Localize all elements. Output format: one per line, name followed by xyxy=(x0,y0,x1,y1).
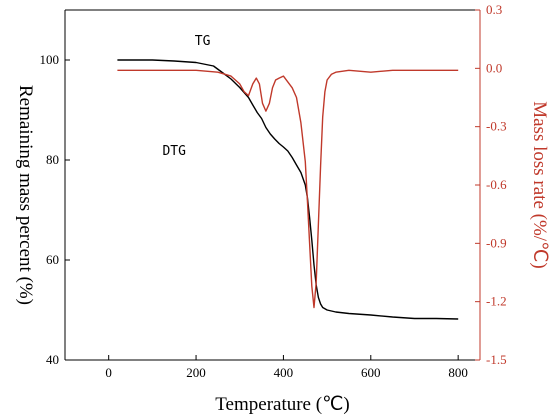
right-tick-label: -0.6 xyxy=(486,177,507,192)
right-tick-label: -1.2 xyxy=(486,294,507,309)
left-tick-label: 80 xyxy=(46,152,59,167)
right-y-axis-title: Mass loss rate (%/℃) xyxy=(529,101,550,269)
x-tick-label: 600 xyxy=(361,365,381,380)
annotation-dtg: DTG xyxy=(162,144,186,159)
right-tick-label: -0.3 xyxy=(486,119,507,134)
right-tick-label: 0.3 xyxy=(486,2,502,17)
left-y-axis-title: Remaining mass percent (%) xyxy=(15,85,36,305)
right-tick-label: -0.9 xyxy=(486,235,507,250)
x-tick-label: 200 xyxy=(186,365,206,380)
right-tick-label: -1.5 xyxy=(486,352,507,367)
left-tick-label: 40 xyxy=(46,352,59,367)
series-line-tg xyxy=(117,59,459,320)
left-tick-label: 60 xyxy=(46,252,59,267)
series-group xyxy=(117,59,459,320)
x-tick-label: 0 xyxy=(105,365,112,380)
right-tick-label: 0.0 xyxy=(486,60,502,75)
left-tick-label: 100 xyxy=(40,52,60,67)
x-tick-label: 800 xyxy=(448,365,468,380)
x-axis-title: Temperature (℃) xyxy=(215,394,349,415)
axes-group xyxy=(64,9,481,361)
series-line-dtg xyxy=(117,69,459,309)
annotation-tg: TG xyxy=(195,34,211,49)
ticks-group: 0 200 400 600 800 40 60 80 100 -1.5 -1.2 -0.9 -0.6 -0… xyxy=(40,2,508,380)
x-tick-label: 400 xyxy=(274,365,294,380)
labels-group: TG DTG Temperature (℃) Remaining mass perce… xyxy=(15,34,550,415)
